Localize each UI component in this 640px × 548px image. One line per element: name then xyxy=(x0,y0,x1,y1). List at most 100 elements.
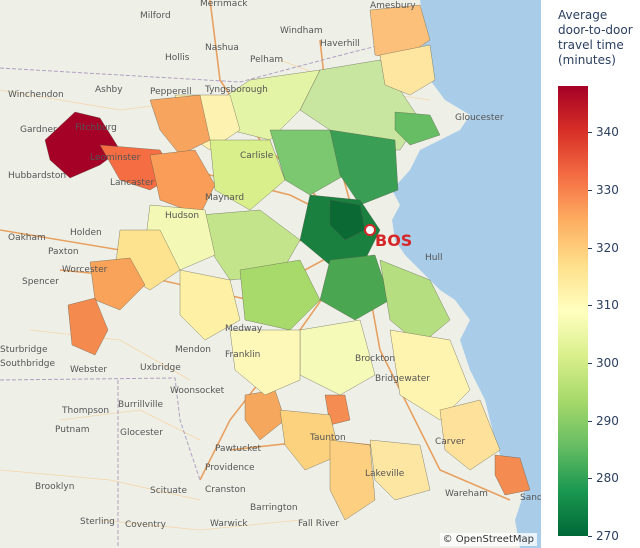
airport-marker[interactable] xyxy=(364,224,376,236)
place-label: Woonsocket xyxy=(170,386,225,396)
region-taunton[interactable] xyxy=(279,409,341,471)
place-label: Sterling xyxy=(80,517,115,527)
place-label: Fitchburg xyxy=(75,123,117,133)
place-label: Burrillville xyxy=(118,400,163,410)
place-label: Merrimack xyxy=(200,0,248,9)
region-cambridge[interactable] xyxy=(329,199,366,241)
region-gloucester[interactable] xyxy=(394,111,441,146)
colorbar-title-line: (minutes) xyxy=(558,53,616,67)
place-label: Amesbury xyxy=(370,1,416,11)
colorbar-tick-label: 330 xyxy=(596,182,619,197)
choropleth-map[interactable]: Merrimack Amesbury Milford Nashua Windham Hav… xyxy=(0,0,541,548)
place-label: Southbridge xyxy=(0,359,55,369)
place-label: Barrington xyxy=(250,503,298,513)
region-stoughton[interactable] xyxy=(229,329,301,396)
travel-time-regions[interactable] xyxy=(44,4,531,521)
colorbar-tick-label: 290 xyxy=(596,413,619,428)
region-newburyport[interactable] xyxy=(379,44,436,96)
colorbar-tick-label: 300 xyxy=(596,355,619,370)
place-label: Hollis xyxy=(165,53,190,63)
place-label: Coventry xyxy=(125,520,167,530)
place-label: Spencer xyxy=(22,277,59,287)
place-label: Worcester xyxy=(62,265,108,275)
place-label: Franklin xyxy=(225,350,260,360)
colorbar-tick-mark xyxy=(588,536,592,537)
colorbar-tick-label: 320 xyxy=(596,240,619,255)
place-labels: Merrimack Amesbury Milford Nashua Windham Hav… xyxy=(0,0,541,530)
colorbar-tick-label: 340 xyxy=(596,125,619,140)
colorbar-title-line: travel time xyxy=(558,38,624,52)
place-label: Windham xyxy=(280,26,323,36)
map-canvas: Merrimack Amesbury Milford Nashua Windham Hav… xyxy=(0,0,541,548)
place-label: Carver xyxy=(435,437,465,447)
map-attribution[interactable]: © OpenStreetMap xyxy=(439,533,537,546)
region-woburn[interactable] xyxy=(269,129,346,196)
place-label: Lancaster xyxy=(110,178,154,188)
place-label: Putnam xyxy=(55,425,90,435)
region-milford[interactable] xyxy=(179,269,241,341)
region-attleboro[interactable] xyxy=(244,389,286,441)
state-borders xyxy=(0,39,401,548)
colorbar-tick-mark xyxy=(588,247,592,249)
region-lynn[interactable] xyxy=(329,129,399,206)
region-needham[interactable] xyxy=(239,259,321,331)
place-label: Brooklyn xyxy=(35,482,74,492)
airport-marker-icon xyxy=(364,224,376,236)
colorbar-tick-mark xyxy=(588,478,592,480)
colorbar-tick-label: 310 xyxy=(596,298,619,313)
place-label: Paxton xyxy=(48,247,79,257)
region-pepperell[interactable] xyxy=(149,94,211,156)
place-label: Pawtucket xyxy=(215,444,262,454)
place-label: Uxbridge xyxy=(140,363,181,373)
place-label: Pelham xyxy=(250,55,283,65)
region-southwest[interactable] xyxy=(67,297,109,356)
place-label: Brockton xyxy=(355,354,395,364)
place-label: Hudson xyxy=(165,211,199,221)
place-label: Pepperell xyxy=(150,87,192,97)
place-label: Glocester xyxy=(120,428,163,438)
place-label: Leominster xyxy=(90,153,141,163)
colorbar-legend: Average door-to-door travel time (minute… xyxy=(548,0,640,548)
region-fitchburg[interactable] xyxy=(44,111,121,179)
place-label: Carlisle xyxy=(240,151,274,161)
region-new-bedford[interactable] xyxy=(369,439,431,501)
place-label: Maynard xyxy=(205,193,244,203)
place-label: Hull xyxy=(425,253,442,263)
colorbar-tick-label: 270 xyxy=(596,529,619,543)
region-south-shore[interactable] xyxy=(379,259,451,346)
region-plymouth[interactable] xyxy=(439,399,501,471)
place-label: Bridgewater xyxy=(375,374,430,384)
region-fall-river[interactable] xyxy=(329,439,376,521)
place-label: Taunton xyxy=(309,433,346,443)
place-label: Lakeville xyxy=(365,469,405,479)
place-label: Oakham xyxy=(8,233,46,243)
place-label: Milford xyxy=(140,11,171,21)
place-label: Winchendon xyxy=(8,90,64,100)
place-label: Haverhill xyxy=(320,39,360,49)
region-worcester[interactable] xyxy=(89,257,146,311)
colorbar-tick-mark xyxy=(588,420,592,422)
region-wareham[interactable] xyxy=(494,454,531,496)
place-label: Gloucester xyxy=(455,113,504,123)
airport-label: BOS xyxy=(375,231,412,250)
place-label: Sandwich xyxy=(520,493,541,503)
place-label: Sturbridge xyxy=(0,345,48,355)
colorbar-title-line: door-to-door xyxy=(558,23,633,37)
place-label: Thompson xyxy=(61,406,109,416)
region-concord[interactable] xyxy=(209,139,286,211)
colorbar-tick-mark xyxy=(588,132,592,134)
place-label: Wareham xyxy=(445,489,488,499)
region-lancaster[interactable] xyxy=(149,149,216,216)
region-plymouth-north[interactable] xyxy=(389,329,471,421)
place-label: Gardner xyxy=(20,125,57,135)
ocean-water xyxy=(392,0,541,548)
colorbar-title-line: Average xyxy=(558,8,608,22)
place-label: Medway xyxy=(225,324,263,334)
place-label: Warwick xyxy=(210,519,248,529)
place-label: Holden xyxy=(70,228,102,238)
place-label: Mendon xyxy=(175,345,211,355)
place-label: Providence xyxy=(205,463,255,473)
region-quincy[interactable] xyxy=(319,254,391,321)
place-label: Ashby xyxy=(95,85,123,95)
colorbar-tick-mark xyxy=(588,362,592,364)
